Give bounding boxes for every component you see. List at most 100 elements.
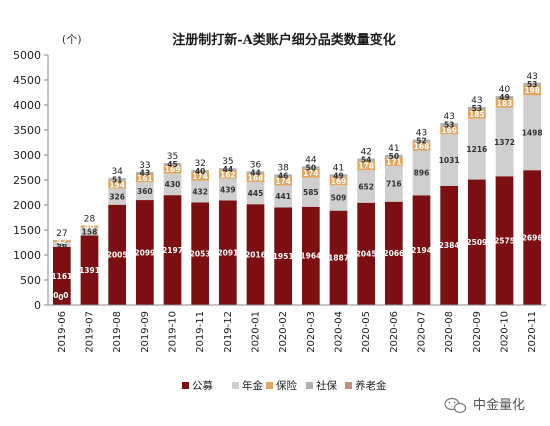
data-label: 2066	[383, 249, 404, 258]
bar-segment	[274, 176, 293, 186]
data-label: 432	[192, 187, 208, 196]
data-label: 2053	[190, 249, 211, 258]
data-label: 53	[472, 104, 482, 113]
bar-segment	[274, 174, 293, 177]
data-label: 49	[333, 171, 343, 180]
data-label: 52	[416, 137, 426, 146]
zero-label: 0	[53, 291, 58, 300]
y-tick-label: 4000	[13, 99, 41, 112]
data-label: 430	[165, 180, 181, 189]
bar-segment	[80, 235, 99, 305]
bar-segment	[191, 172, 210, 181]
data-label: 42	[57, 237, 67, 246]
bar-segment	[412, 142, 431, 151]
bar-segment	[52, 246, 71, 305]
x-tick-label: 2020-06	[389, 311, 400, 353]
data-label: 168	[248, 174, 264, 183]
data-label: 46	[278, 171, 288, 180]
total-label: 40	[499, 85, 511, 95]
data-label: 40	[195, 167, 205, 176]
zero-label: 0	[63, 291, 68, 300]
bar-segment	[218, 168, 237, 171]
bar-segment	[440, 125, 459, 135]
bar-segment	[357, 161, 376, 171]
bar-segment	[191, 170, 210, 173]
bar-segment	[135, 174, 154, 183]
zero-label: 0	[58, 293, 63, 302]
bar-segment	[523, 82, 542, 86]
data-label: 96	[57, 240, 67, 249]
data-label: 1372	[494, 138, 515, 147]
wechat-icon	[444, 397, 467, 414]
data-label: 45	[167, 160, 177, 169]
y-tick-label: 2000	[13, 199, 41, 212]
data-label: 1498	[522, 129, 543, 138]
data-label: 171	[386, 157, 402, 166]
total-label: 43	[471, 96, 482, 106]
legend-label: 保险	[276, 379, 297, 392]
data-label: 585	[303, 188, 319, 197]
data-label: 44	[250, 168, 260, 177]
total-label: 28	[84, 215, 96, 225]
bar-segment	[163, 162, 182, 166]
bar-segment	[329, 174, 348, 177]
bar-segment	[191, 202, 210, 305]
y-tick-label: 3000	[13, 149, 41, 162]
bar-segment	[384, 154, 403, 158]
data-label: 53	[527, 80, 537, 89]
total-label: 33	[139, 161, 150, 171]
bar-segment	[301, 206, 320, 305]
y-axis-unit: (个)	[62, 33, 82, 46]
x-tick-label: 2020-05	[361, 311, 372, 353]
data-label: 439	[220, 185, 236, 194]
bar-segment	[246, 173, 265, 182]
watermark-text: 中金量化	[473, 397, 525, 413]
data-label: 896	[414, 169, 430, 178]
bar-segment	[440, 123, 459, 126]
data-label: 1391	[79, 266, 100, 275]
total-label: 34	[111, 167, 123, 177]
legend-swatch	[266, 382, 273, 389]
bar-segment	[246, 181, 265, 205]
total-label: 36	[250, 160, 262, 170]
data-label: 2696	[522, 233, 543, 242]
data-label: 49	[499, 93, 509, 102]
x-tick-label: 2020-09	[472, 311, 483, 353]
bar-segment	[467, 179, 486, 305]
data-label: 161	[137, 174, 153, 183]
data-label: 162	[220, 170, 236, 179]
bar-segment	[357, 170, 376, 203]
total-label: 42	[360, 148, 371, 158]
data-label: 2005	[107, 251, 128, 260]
y-tick-label: 4500	[13, 74, 41, 87]
legend-label: 年金	[242, 379, 263, 392]
x-tick-label: 2019-10	[168, 311, 179, 353]
x-tick-label: 2020-11	[527, 311, 538, 353]
data-label: 168	[414, 142, 430, 151]
bar-segment	[301, 166, 320, 169]
data-label: 158	[82, 227, 98, 236]
data-label: 50	[389, 152, 399, 161]
x-tick-label: 2020-07	[417, 311, 428, 353]
bar-segment	[246, 171, 265, 174]
bar-segment	[523, 95, 542, 171]
total-label: 43	[526, 72, 537, 82]
data-label: 174	[303, 169, 319, 178]
bar-segment	[163, 173, 182, 196]
total-label: 44	[305, 155, 317, 165]
data-label: 178	[358, 162, 374, 171]
bar-segment	[495, 176, 514, 305]
data-label: 2575	[494, 236, 515, 245]
data-label: 2509	[466, 238, 487, 247]
y-tick-label: 1500	[13, 224, 41, 237]
bar-segment	[412, 150, 431, 196]
bar-segment	[135, 171, 154, 174]
legend-label: 社保	[316, 379, 337, 392]
total-label: 35	[167, 152, 178, 162]
y-tick-label: 3500	[13, 124, 41, 137]
x-tick-label: 2019-08	[112, 311, 123, 353]
bar-segment	[163, 165, 182, 174]
data-label: 2091	[217, 249, 238, 258]
legend-label: 公募	[192, 379, 213, 392]
